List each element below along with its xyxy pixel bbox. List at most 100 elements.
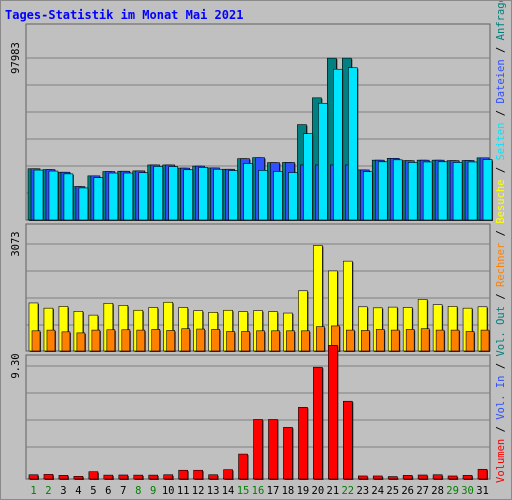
- x-tick-label-27: 27: [416, 485, 429, 497]
- bar-rechner-16: [256, 330, 265, 352]
- x-tick-label-15: 15: [237, 485, 250, 497]
- bar-volumen-26: [402, 475, 413, 480]
- bar-volumen-5: [88, 471, 99, 480]
- bar-rechner-30: [465, 331, 475, 352]
- legend-separator: /: [495, 103, 507, 123]
- x-tick-label-8: 8: [135, 485, 141, 497]
- bar-volumen-21: [328, 345, 338, 480]
- legend-separator: /: [495, 40, 507, 60]
- bar-rechner-15: [241, 331, 250, 352]
- bar-volumen-4: [73, 476, 84, 480]
- bar-rechner-28: [435, 329, 445, 352]
- bar-dateien-2: [48, 170, 59, 221]
- bar-volumen-18: [283, 427, 293, 480]
- x-tick-label-13: 13: [207, 485, 220, 497]
- x-tick-label-6: 6: [105, 485, 111, 497]
- bar-dateien-20: [318, 102, 328, 221]
- bar-dateien-8: [138, 172, 149, 221]
- x-tick-label-11: 11: [177, 485, 190, 497]
- bar-dateien-28: [437, 161, 448, 221]
- bar-rechner-31: [480, 329, 490, 352]
- x-tick-label-7: 7: [120, 485, 126, 497]
- legend-separator: /: [495, 223, 507, 243]
- bar-rechner-23: [360, 330, 370, 352]
- bar-volumen-3: [58, 475, 69, 480]
- bar-rechner-22: [346, 329, 355, 352]
- bar-rechner-11: [181, 328, 190, 352]
- panel-bottom: 9.30: [10, 345, 491, 480]
- bar-rechner-29: [450, 329, 460, 352]
- x-tick-label-16: 16: [252, 485, 265, 497]
- bar-dateien-21: [333, 68, 343, 221]
- panel-middle: 3073: [10, 223, 491, 352]
- x-tick-label-2: 2: [45, 485, 51, 497]
- bar-dateien-4: [78, 187, 89, 221]
- bar-volumen-27: [417, 474, 428, 480]
- legend-item-rechner: Rechner: [495, 242, 507, 287]
- x-tick-label-25: 25: [386, 485, 399, 497]
- bar-volumen-12: [193, 469, 203, 480]
- x-tick-label-29: 29: [446, 485, 459, 497]
- bar-rechner-9: [151, 329, 161, 352]
- bar-volumen-30: [462, 475, 473, 480]
- bar-dateien-30: [467, 161, 478, 221]
- bar-dateien-18: [288, 172, 298, 221]
- bar-dateien-6: [108, 172, 119, 221]
- bar-volumen-29: [447, 475, 458, 480]
- x-tick-label-10: 10: [162, 485, 175, 497]
- legend-separator: /: [495, 286, 507, 306]
- bar-dateien-9: [153, 166, 164, 221]
- x-tick-label-5: 5: [90, 485, 96, 497]
- bar-volumen-11: [178, 469, 188, 480]
- bar-volumen-23: [357, 475, 368, 480]
- bar-dateien-16: [258, 170, 268, 221]
- bar-rechner-20: [316, 326, 325, 352]
- bar-dateien-25: [392, 159, 403, 221]
- bar-dateien-27: [422, 161, 433, 221]
- x-tick-label-14: 14: [222, 485, 235, 497]
- x-tick-label-9: 9: [150, 485, 156, 497]
- legend: Volumen / Vol. In / Vol. Out / Rechner /…: [494, 1, 508, 483]
- bar-volumen-20: [313, 366, 323, 480]
- bar-rechner-17: [271, 330, 280, 352]
- bar-dateien-23: [362, 171, 373, 221]
- bar-volumen-6: [103, 474, 114, 480]
- x-tick-label-31: 31: [476, 485, 489, 497]
- bar-volumen-19: [298, 407, 308, 480]
- bar-volumen-15: [238, 453, 248, 480]
- bar-dateien-26: [407, 162, 418, 221]
- bar-volumen-25: [387, 476, 398, 480]
- bar-dateien-24: [377, 161, 388, 221]
- bar-rechner-5: [91, 329, 101, 352]
- bar-volumen-31: [477, 468, 488, 480]
- bar-volumen-14: [223, 469, 233, 480]
- bar-rechner-8: [136, 329, 146, 352]
- bar-volumen-17: [268, 419, 278, 480]
- x-tick-label-21: 21: [327, 485, 340, 497]
- bar-rechner-3: [61, 331, 71, 352]
- x-tick-label-4: 4: [75, 485, 81, 497]
- x-tick-label-28: 28: [431, 485, 444, 497]
- y-max-label-bottom: 9.30: [10, 353, 22, 378]
- legend-item-vol-in: Vol. In: [495, 375, 507, 420]
- bar-rechner-7: [121, 329, 131, 352]
- bar-volumen-9: [148, 474, 159, 480]
- legend-item-volumen: Volumen: [495, 438, 507, 483]
- bar-rechner-14: [226, 331, 235, 352]
- bar-dateien-1: [33, 169, 44, 221]
- x-tick-label-26: 26: [401, 485, 414, 497]
- legend-separator: /: [495, 419, 507, 439]
- x-tick-label-3: 3: [60, 485, 66, 497]
- x-tick-label-12: 12: [192, 485, 205, 497]
- bar-volumen-28: [432, 474, 443, 480]
- bar-dateien-10: [168, 166, 179, 221]
- bar-dateien-7: [123, 172, 134, 221]
- bar-dateien-13: [213, 168, 223, 221]
- bar-dateien-11: [183, 169, 193, 221]
- bar-rechner-27: [420, 328, 430, 352]
- y-max-label-middle: 3073: [10, 231, 22, 256]
- bar-volumen-7: [118, 474, 129, 480]
- bar-dateien-19: [303, 133, 313, 221]
- x-tick-label-24: 24: [371, 485, 384, 497]
